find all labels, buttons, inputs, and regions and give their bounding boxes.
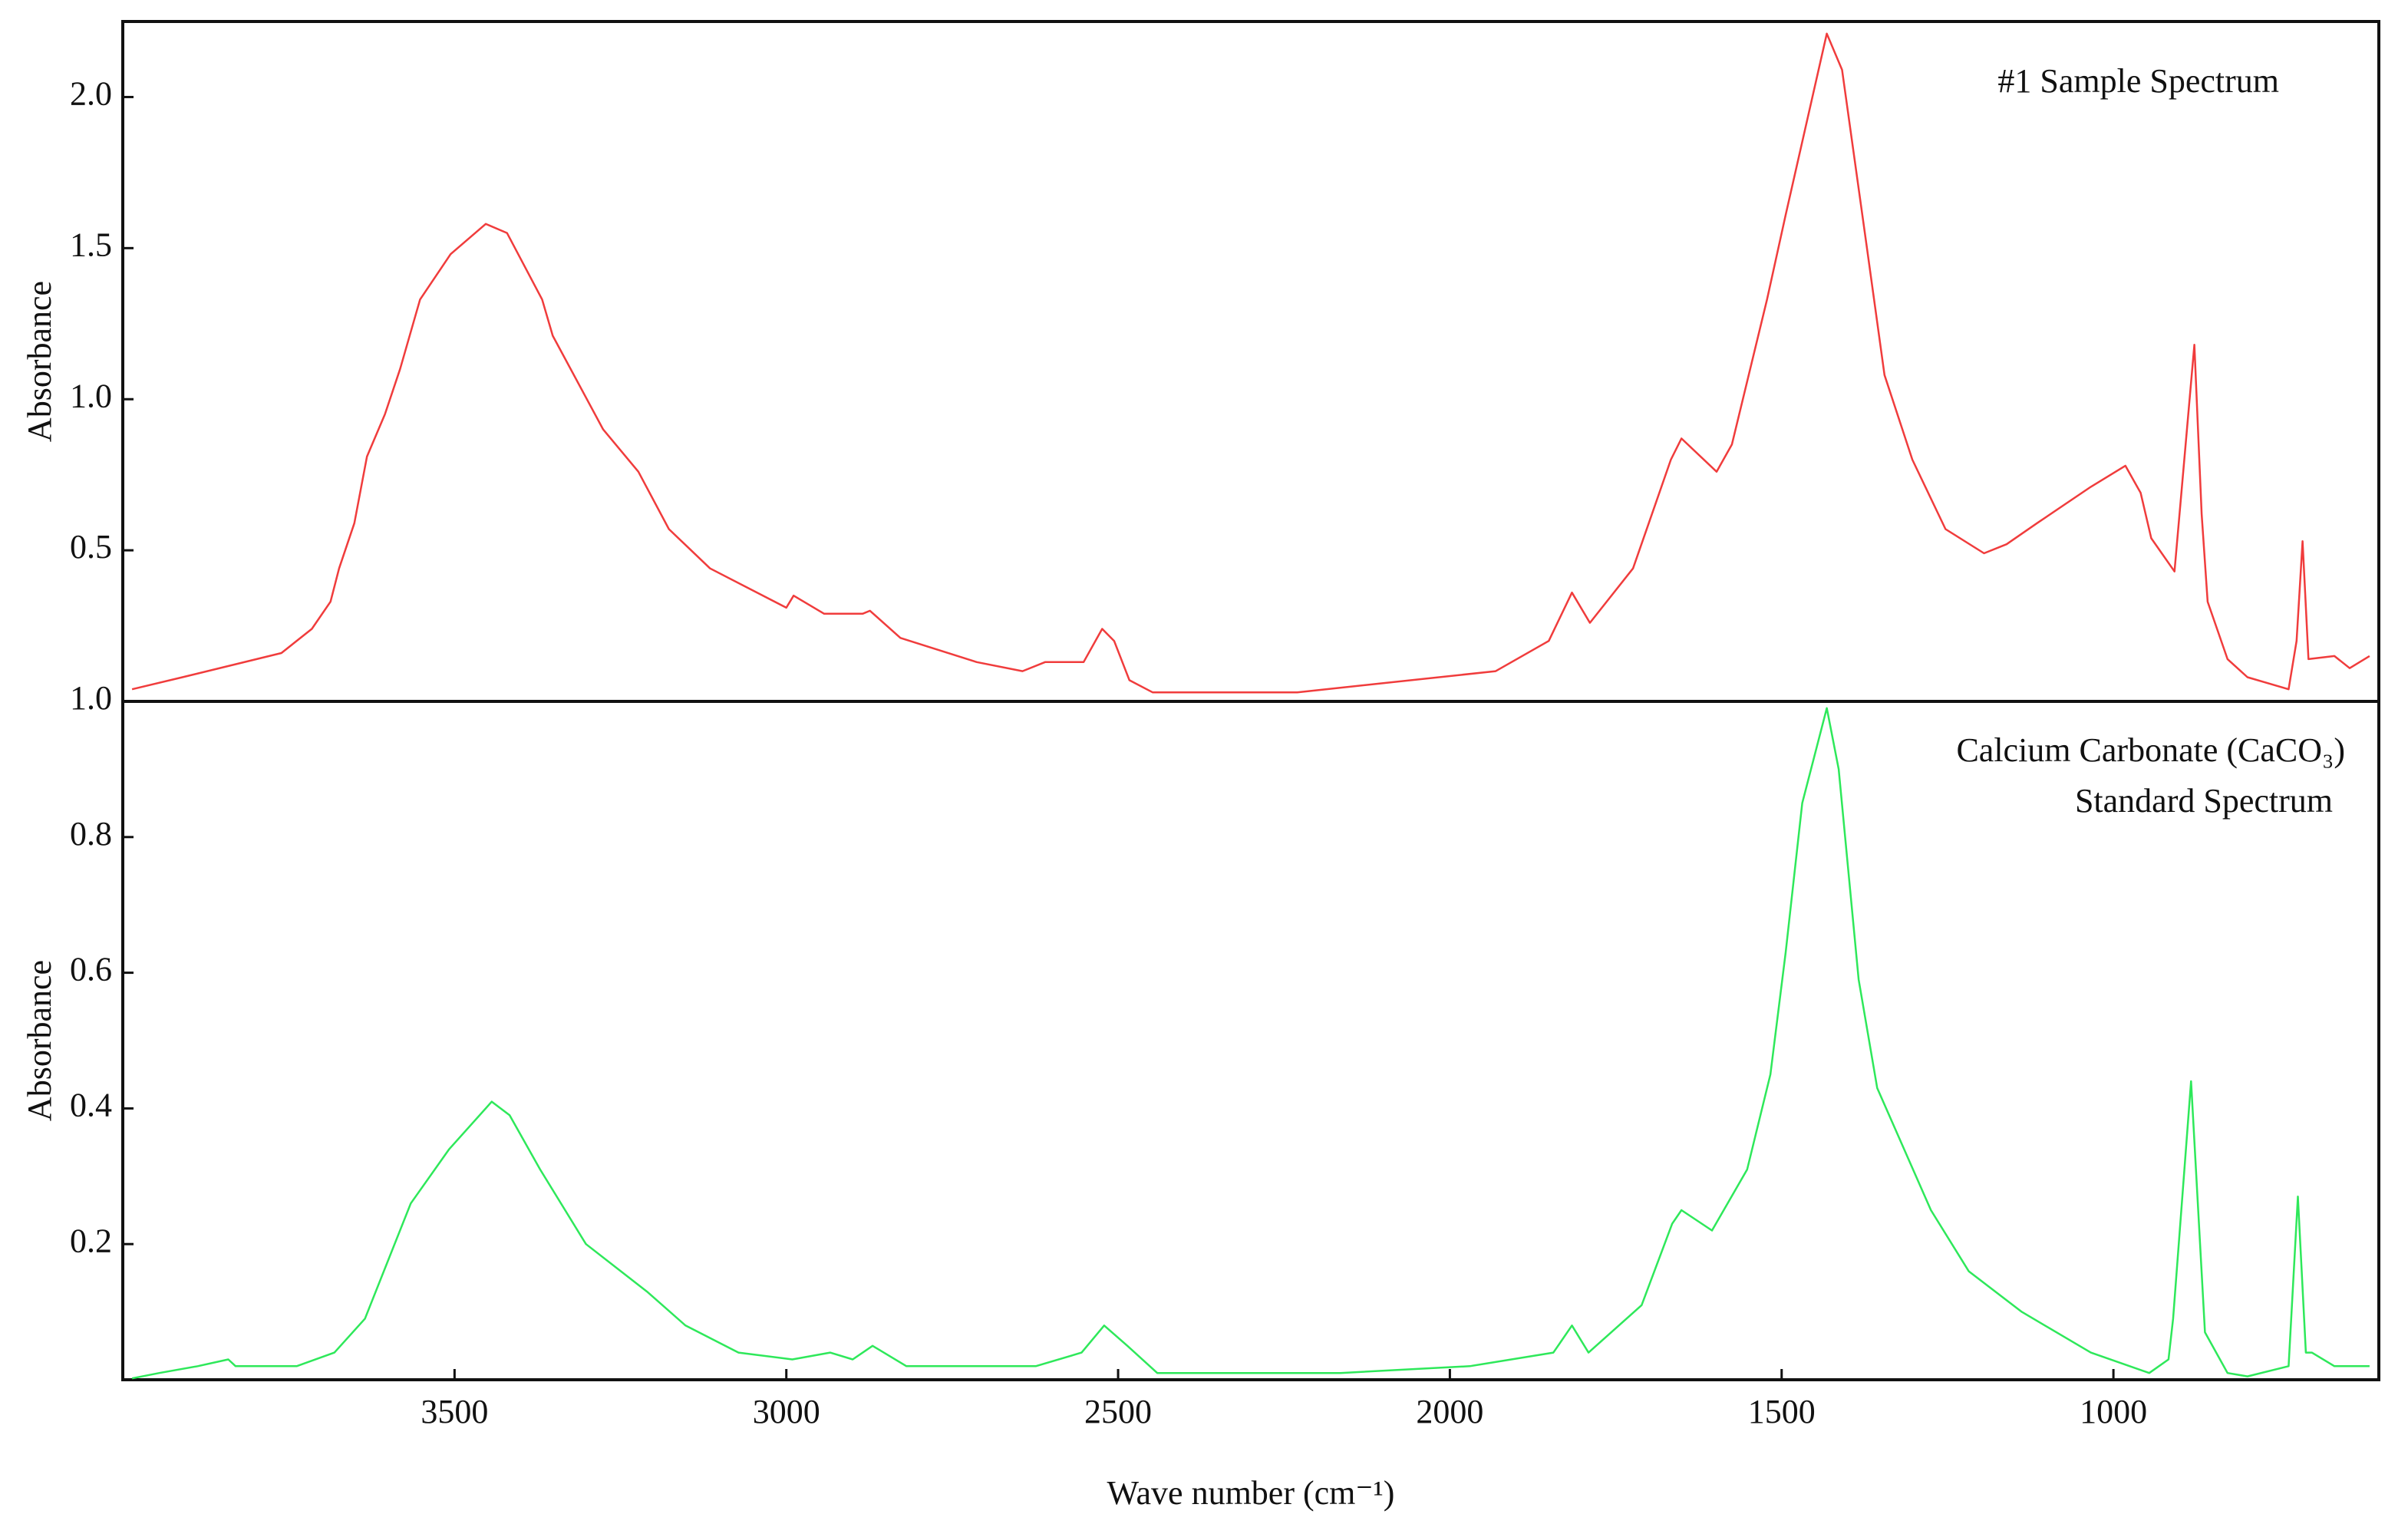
- y-tick-label: 2.0: [70, 75, 112, 113]
- x-tick-label: 1500: [1748, 1393, 1816, 1430]
- x-tick-label: 3500: [421, 1393, 488, 1430]
- y-tick-label: 0.6: [70, 951, 112, 988]
- y-tick-label: 0.5: [70, 528, 112, 566]
- y-tick-label: 0.4: [70, 1086, 112, 1123]
- plot-frame: [121, 20, 2380, 703]
- x-tick-label: 2000: [1416, 1393, 1483, 1430]
- annotation: Calcium Carbonate (CaCO₃): [1956, 731, 2345, 769]
- y-axis-label: Absorbance: [21, 960, 58, 1121]
- y-tick-label: 0.2: [70, 1222, 112, 1259]
- x-axis-label: Wave number (cm⁻¹): [1107, 1474, 1395, 1512]
- spectrum-line: [131, 707, 2370, 1380]
- y-tick-label: 1.0: [70, 377, 112, 414]
- y-tick-label: 1.5: [70, 226, 112, 263]
- annotation: Standard Spectrum: [2075, 782, 2333, 820]
- x-tick-label: 1000: [2080, 1393, 2147, 1430]
- plot-frame: [121, 700, 2380, 1381]
- y-tick-label: 0.8: [70, 815, 112, 853]
- x-tick-label: 2500: [1084, 1393, 1152, 1430]
- y-tick-label: 1.0: [70, 679, 112, 717]
- y-axis-label: Absorbance: [21, 281, 58, 442]
- annotation: #1 Sample Spectrum: [1997, 62, 2279, 100]
- x-tick-label: 3000: [753, 1393, 820, 1430]
- spectrum-line: [131, 32, 2370, 694]
